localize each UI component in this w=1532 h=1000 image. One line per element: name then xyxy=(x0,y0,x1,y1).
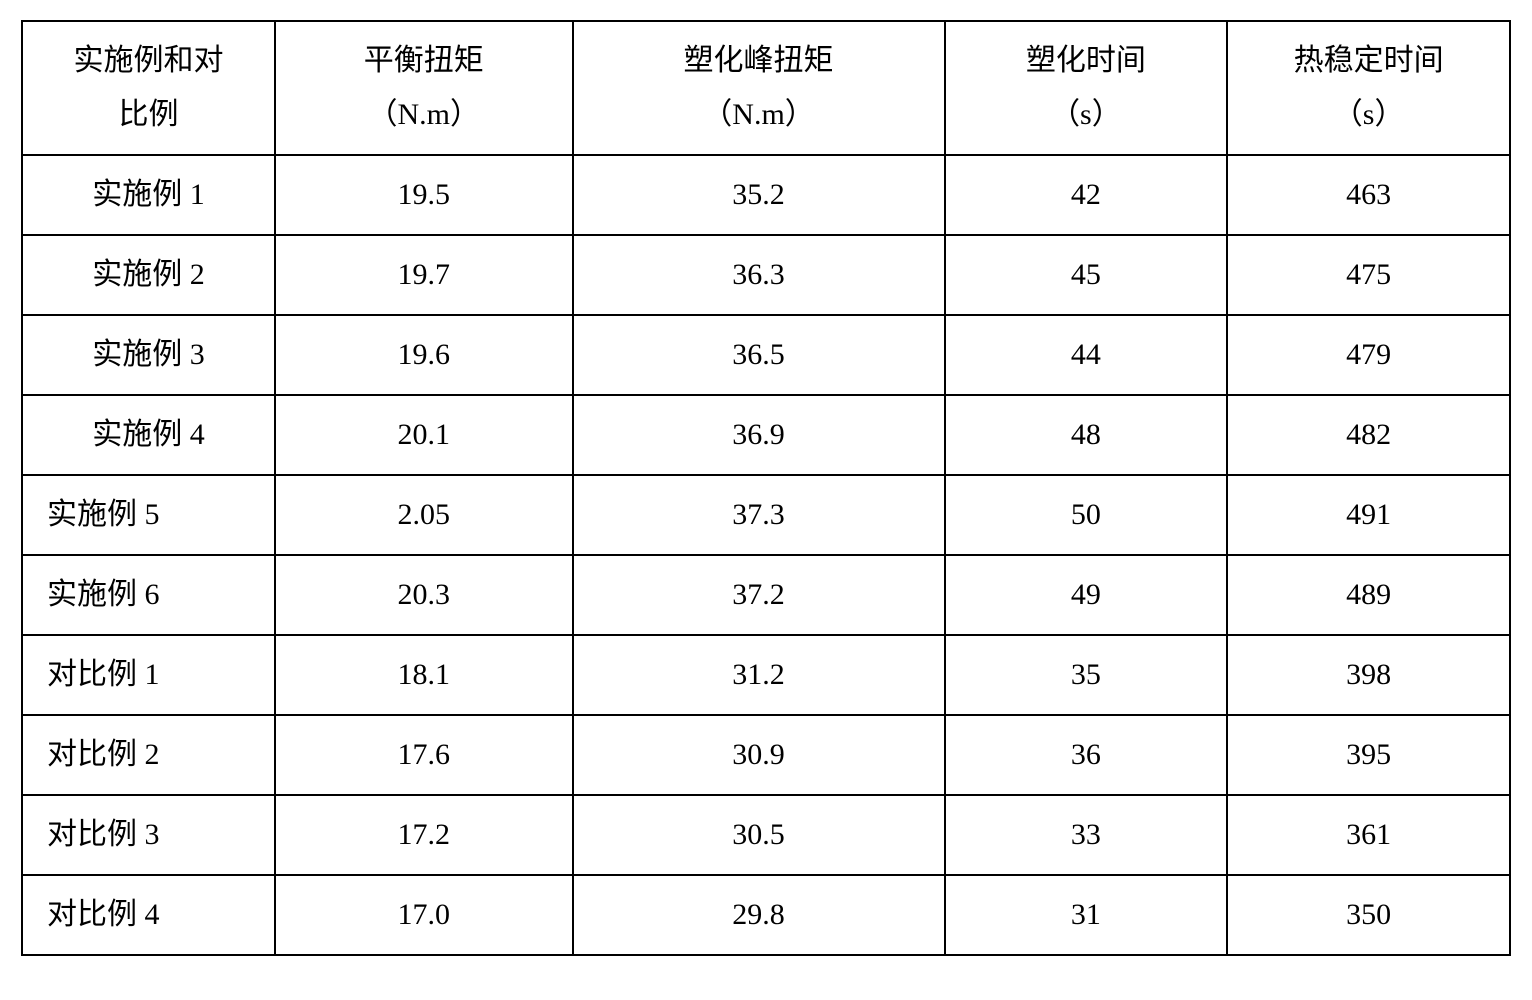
header-line1: 塑化时间 xyxy=(1026,44,1146,77)
cell-plasticization-time: 42 xyxy=(945,155,1228,235)
cell-plasticization-time: 50 xyxy=(945,475,1228,555)
cell-label: 对比例 2 xyxy=(22,715,275,795)
header-line2: （s） xyxy=(1333,98,1405,131)
cell-label: 实施例 6 xyxy=(22,555,275,635)
table-body: 实施例 119.535.242463实施例 219.736.345475实施例 … xyxy=(22,155,1510,955)
cell-label: 对比例 3 xyxy=(22,795,275,875)
table-row: 对比例 317.230.533361 xyxy=(22,795,1510,875)
cell-plasticization-peak-torque: 31.2 xyxy=(573,635,945,715)
cell-balance-torque: 19.7 xyxy=(275,235,573,315)
table-row: 实施例 119.535.242463 xyxy=(22,155,1510,235)
header-line1: 热稳定时间 xyxy=(1294,44,1444,77)
column-header-balance-torque: 平衡扭矩 （N.m） xyxy=(275,21,573,155)
cell-balance-torque: 19.5 xyxy=(275,155,573,235)
cell-plasticization-peak-torque: 37.2 xyxy=(573,555,945,635)
table-row: 实施例 219.736.345475 xyxy=(22,235,1510,315)
table-header-row: 实施例和对 比例 平衡扭矩 （N.m） 塑化峰扭矩 （N.m） 塑化时间 （s）… xyxy=(22,21,1510,155)
header-line2: （s） xyxy=(1050,98,1122,131)
cell-balance-torque: 18.1 xyxy=(275,635,573,715)
table-row: 对比例 217.630.936395 xyxy=(22,715,1510,795)
cell-plasticization-peak-torque: 29.8 xyxy=(573,875,945,955)
column-header-plasticization-peak-torque: 塑化峰扭矩 （N.m） xyxy=(573,21,945,155)
data-table-container: 实施例和对 比例 平衡扭矩 （N.m） 塑化峰扭矩 （N.m） 塑化时间 （s）… xyxy=(21,20,1511,956)
table-header: 实施例和对 比例 平衡扭矩 （N.m） 塑化峰扭矩 （N.m） 塑化时间 （s）… xyxy=(22,21,1510,155)
header-line2: 比例 xyxy=(118,98,178,131)
cell-label: 实施例 3 xyxy=(22,315,275,395)
cell-label: 对比例 4 xyxy=(22,875,275,955)
cell-label: 实施例 1 xyxy=(22,155,275,235)
cell-plasticization-peak-torque: 30.5 xyxy=(573,795,945,875)
cell-thermal-stability-time: 491 xyxy=(1227,475,1510,555)
header-line1: 平衡扭矩 xyxy=(364,44,484,77)
cell-label: 实施例 5 xyxy=(22,475,275,555)
cell-balance-torque: 17.2 xyxy=(275,795,573,875)
cell-thermal-stability-time: 479 xyxy=(1227,315,1510,395)
cell-balance-torque: 17.0 xyxy=(275,875,573,955)
cell-thermal-stability-time: 482 xyxy=(1227,395,1510,475)
cell-plasticization-time: 31 xyxy=(945,875,1228,955)
header-line2: （N.m） xyxy=(368,98,481,131)
cell-plasticization-time: 49 xyxy=(945,555,1228,635)
cell-plasticization-peak-torque: 36.9 xyxy=(573,395,945,475)
cell-label: 实施例 2 xyxy=(22,235,275,315)
table-row: 对比例 118.131.235398 xyxy=(22,635,1510,715)
column-header-plasticization-time: 塑化时间 （s） xyxy=(945,21,1228,155)
cell-plasticization-time: 36 xyxy=(945,715,1228,795)
cell-plasticization-time: 45 xyxy=(945,235,1228,315)
cell-thermal-stability-time: 350 xyxy=(1227,875,1510,955)
cell-plasticization-time: 35 xyxy=(945,635,1228,715)
cell-balance-torque: 20.3 xyxy=(275,555,573,635)
header-line1: 塑化峰扭矩 xyxy=(684,44,834,77)
cell-plasticization-peak-torque: 36.5 xyxy=(573,315,945,395)
column-header-thermal-stability-time: 热稳定时间 （s） xyxy=(1227,21,1510,155)
cell-plasticization-peak-torque: 35.2 xyxy=(573,155,945,235)
table-row: 实施例 420.136.948482 xyxy=(22,395,1510,475)
cell-balance-torque: 19.6 xyxy=(275,315,573,395)
experiment-data-table: 实施例和对 比例 平衡扭矩 （N.m） 塑化峰扭矩 （N.m） 塑化时间 （s）… xyxy=(21,20,1511,956)
cell-thermal-stability-time: 398 xyxy=(1227,635,1510,715)
table-row: 实施例 620.337.249489 xyxy=(22,555,1510,635)
cell-balance-torque: 17.6 xyxy=(275,715,573,795)
cell-thermal-stability-time: 395 xyxy=(1227,715,1510,795)
header-line1: 实施例和对 xyxy=(73,44,223,77)
cell-plasticization-peak-torque: 37.3 xyxy=(573,475,945,555)
table-row: 对比例 417.029.831350 xyxy=(22,875,1510,955)
cell-plasticization-time: 48 xyxy=(945,395,1228,475)
cell-balance-torque: 20.1 xyxy=(275,395,573,475)
cell-balance-torque: 2.05 xyxy=(275,475,573,555)
cell-label: 对比例 1 xyxy=(22,635,275,715)
table-row: 实施例 319.636.544479 xyxy=(22,315,1510,395)
table-row: 实施例 52.0537.350491 xyxy=(22,475,1510,555)
cell-plasticization-peak-torque: 36.3 xyxy=(573,235,945,315)
cell-plasticization-time: 44 xyxy=(945,315,1228,395)
cell-thermal-stability-time: 475 xyxy=(1227,235,1510,315)
cell-plasticization-time: 33 xyxy=(945,795,1228,875)
column-header-example: 实施例和对 比例 xyxy=(22,21,275,155)
cell-thermal-stability-time: 361 xyxy=(1227,795,1510,875)
cell-plasticization-peak-torque: 30.9 xyxy=(573,715,945,795)
cell-label: 实施例 4 xyxy=(22,395,275,475)
cell-thermal-stability-time: 489 xyxy=(1227,555,1510,635)
cell-thermal-stability-time: 463 xyxy=(1227,155,1510,235)
header-line2: （N.m） xyxy=(702,98,815,131)
